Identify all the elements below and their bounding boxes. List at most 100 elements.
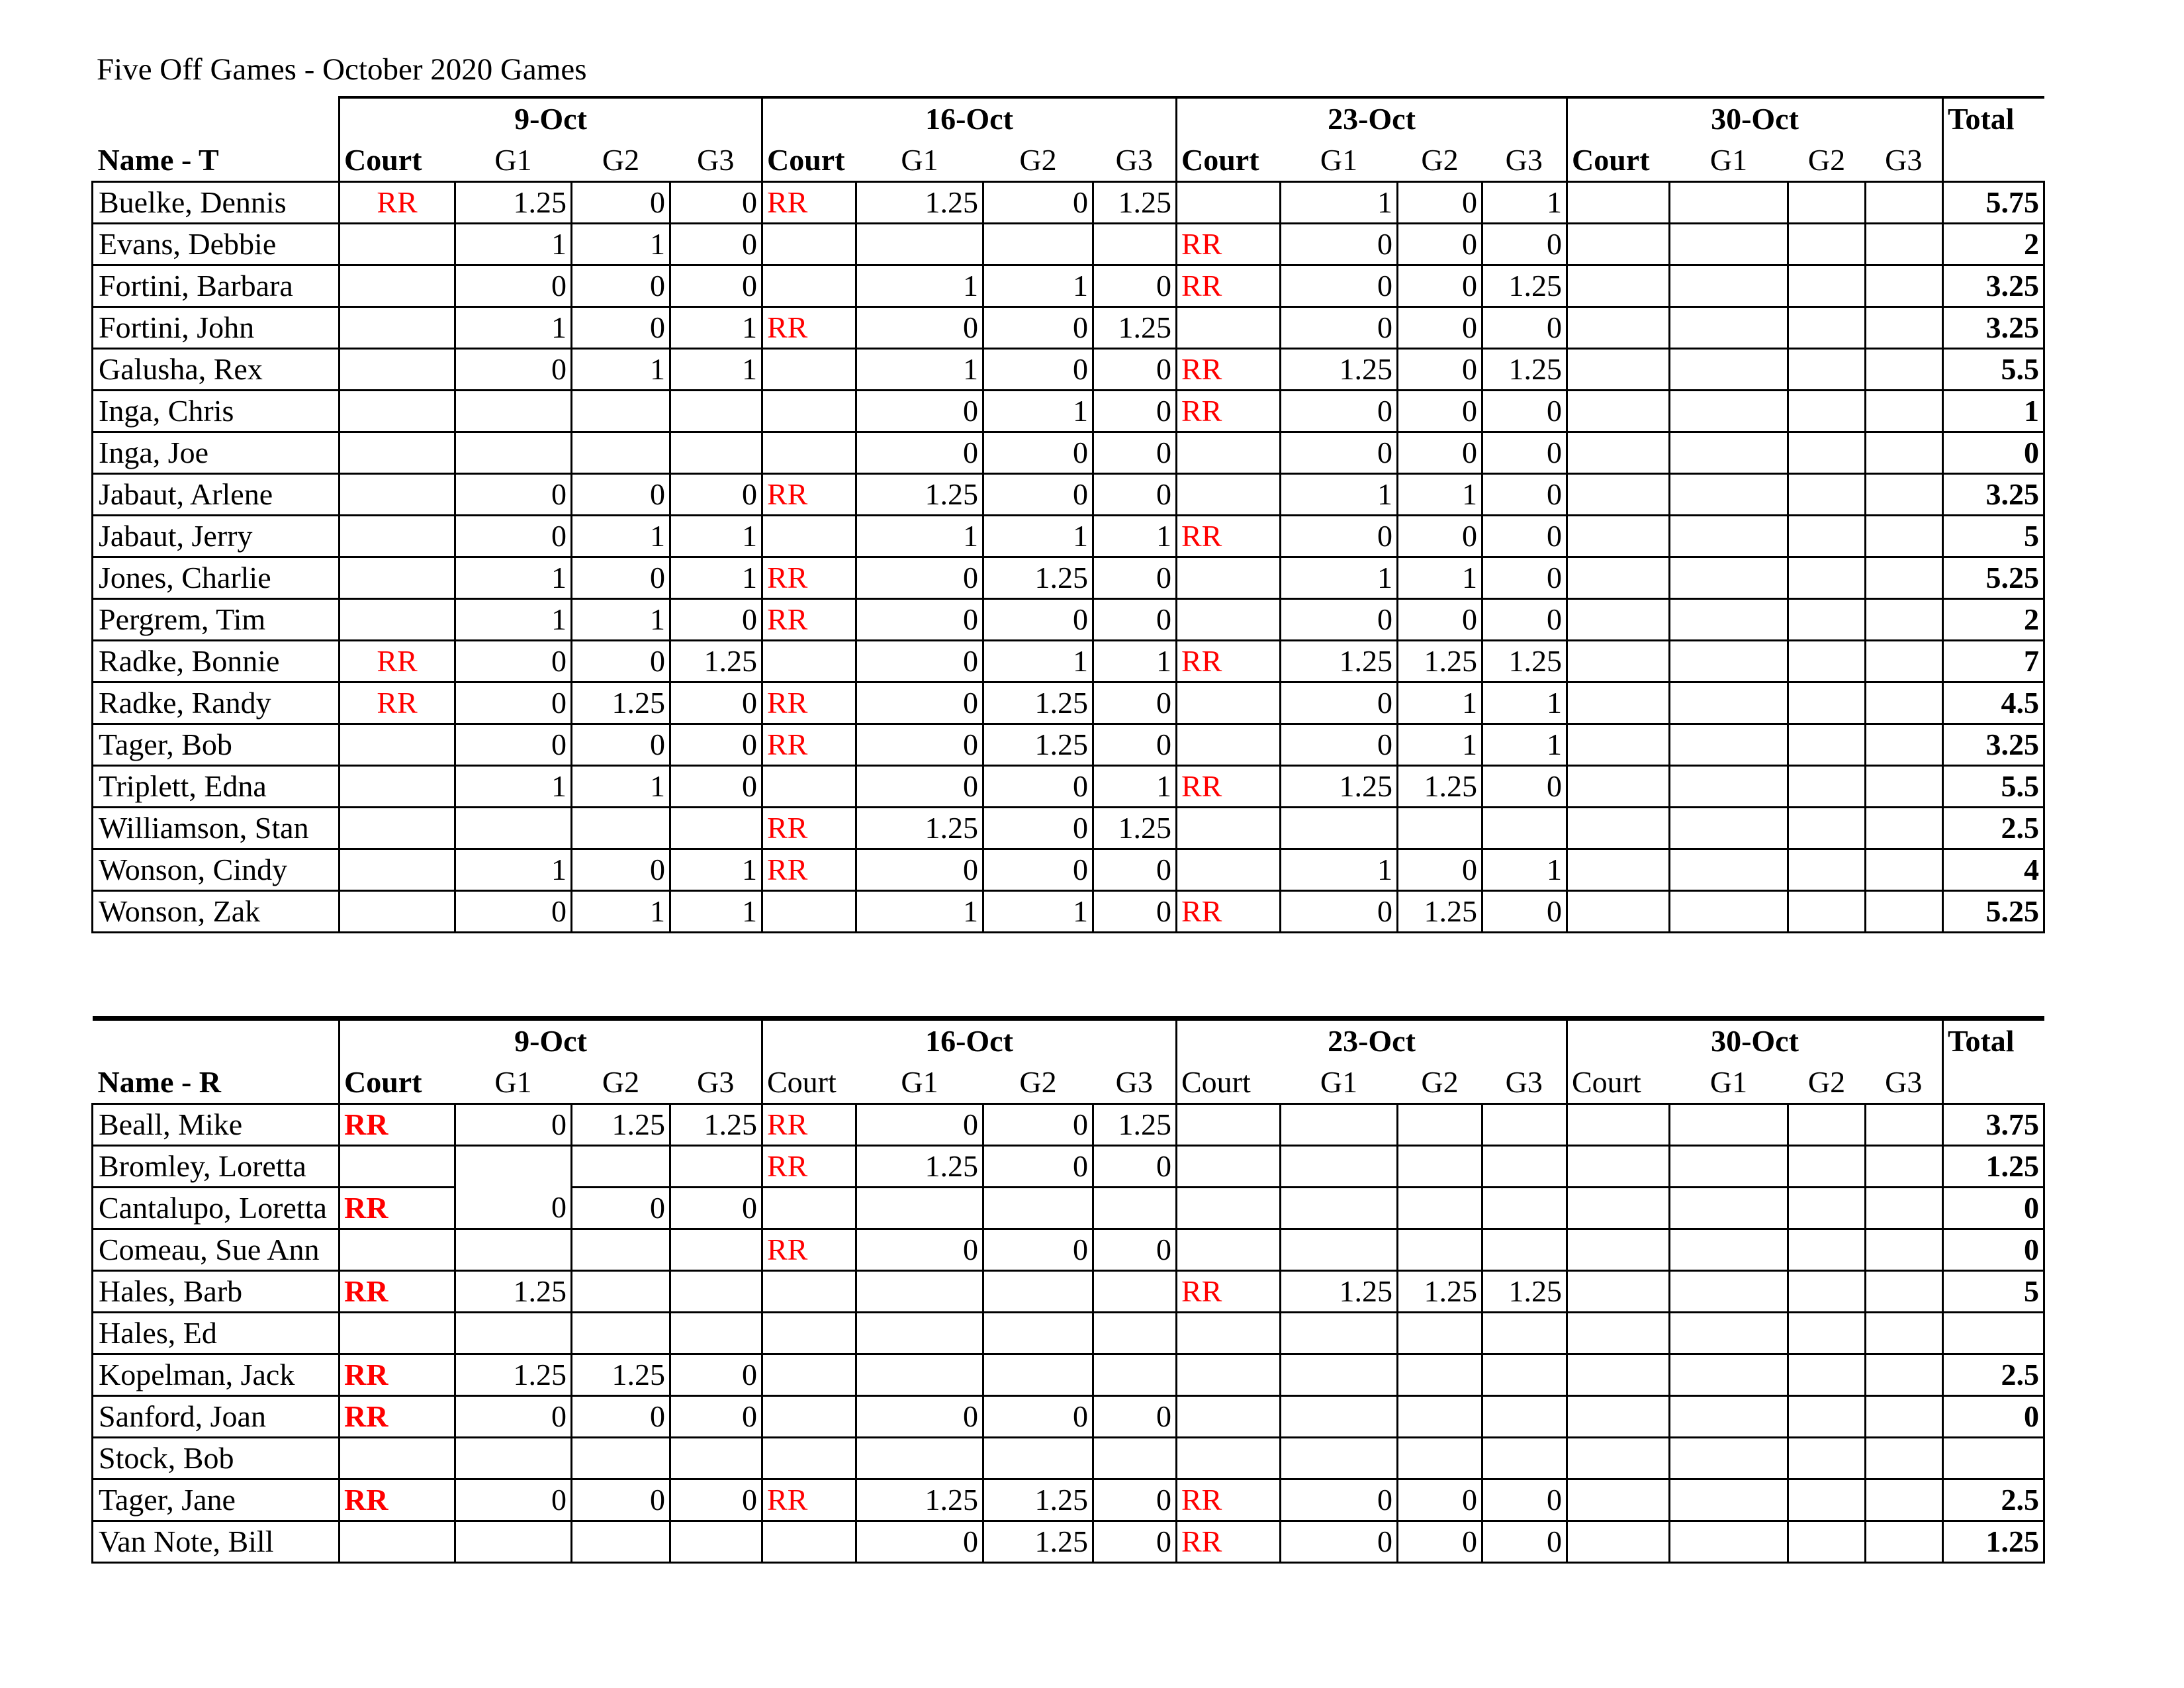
court-cell (1175, 181, 1281, 224)
total-cell: 5.25 (1942, 556, 2045, 600)
court-cell: RR (338, 1270, 456, 1313)
score-g1 (1668, 598, 1789, 641)
table-row: Hales, Barb RR 1.25 RR 1.25 1.25 1.25 5 (91, 1270, 2045, 1313)
score-g1 (1279, 1186, 1398, 1230)
score-g3 (1864, 765, 1944, 808)
score-g1 (1279, 1103, 1398, 1147)
score-g3 (1864, 389, 1944, 433)
score-g3 (1864, 1186, 1944, 1230)
score-g1: 0 (1279, 222, 1398, 266)
g2-header: G2 (1421, 143, 1459, 177)
score-g1 (1668, 473, 1789, 516)
sheet-title: Five Off Games - October 2020 Games (97, 52, 587, 87)
court-cell (338, 598, 456, 641)
total-cell: 7 (1942, 639, 2045, 683)
column-header-row: Name - R Court G1 G2 G3 Court G1 G2 G3 Court G1 G2 G… (93, 1062, 2044, 1104)
court-cell: RR (761, 806, 857, 850)
court-cell (1566, 1103, 1670, 1147)
score-g3 (1481, 806, 1568, 850)
score-g2 (1787, 1186, 1866, 1230)
table-row: Cantalupo, Loretta RR 0 0 0 0 (91, 1186, 2045, 1230)
score-g3 (1864, 723, 1944, 767)
score-g2 (1787, 765, 1866, 808)
score-g3: 1 (1481, 181, 1568, 224)
score-g1 (454, 1228, 572, 1272)
score-g1: 0 (1279, 264, 1398, 308)
court-cell (1175, 473, 1281, 516)
score-g3 (669, 1145, 763, 1188)
score-g3: 0 (1092, 1395, 1177, 1438)
total-cell: 3.25 (1942, 306, 2045, 350)
score-g1: 1 (855, 348, 984, 391)
player-name: Triplett, Edna (91, 765, 340, 808)
date-header-row: 9-Oct 16-Oct 23-Oct 30-Oct Total (93, 1018, 2044, 1062)
score-g2 (570, 1311, 671, 1355)
court-cell: RR (1175, 222, 1281, 266)
score-g2: 1 (1396, 723, 1483, 767)
score-g2: 0 (982, 1145, 1094, 1188)
court-cell (338, 890, 456, 933)
total-cell: 3.25 (1942, 264, 2045, 308)
score-g3: 0 (1092, 348, 1177, 391)
score-g2 (1787, 890, 1866, 933)
score-g3: 0 (1481, 556, 1568, 600)
score-g2 (1787, 222, 1866, 266)
score-g2: 1 (1396, 556, 1483, 600)
score-g2 (1787, 1270, 1866, 1313)
court-cell (1566, 181, 1670, 224)
total-header-spacer (1942, 140, 2044, 182)
court-cell (338, 389, 456, 433)
court-cell (1175, 723, 1281, 767)
score-g2 (1787, 1311, 1866, 1355)
g3-header: G3 (1505, 143, 1543, 177)
score-g2 (982, 1436, 1094, 1480)
score-g2: 0 (570, 848, 671, 892)
score-g1 (1668, 1478, 1789, 1522)
court-cell: RR (1175, 514, 1281, 558)
score-g1: 0 (1279, 431, 1398, 475)
score-g2: 1.25 (1396, 1270, 1483, 1313)
player-name: Buelke, Dennis (91, 181, 340, 224)
score-g1 (1279, 1436, 1398, 1480)
court-cell: RR (1175, 639, 1281, 683)
score-g1 (1279, 1228, 1398, 1272)
score-g2: 1.25 (982, 681, 1094, 725)
court-cell (1566, 1228, 1670, 1272)
court-cell (761, 1520, 857, 1564)
date-header: 9-Oct (338, 1018, 763, 1062)
court-cell (1175, 431, 1281, 475)
score-g2 (1787, 1228, 1866, 1272)
score-g3 (1864, 306, 1944, 350)
score-g1: 0 (454, 681, 572, 725)
score-g2: 0 (570, 264, 671, 308)
score-g1: 0 (855, 306, 984, 350)
player-name: Kopelman, Jack (91, 1353, 340, 1397)
court-cell (1566, 1395, 1670, 1438)
court-cell (1566, 681, 1670, 725)
court-cell: RR (1175, 765, 1281, 808)
score-g2: 0 (982, 806, 1094, 850)
score-g3: 0 (1481, 389, 1568, 433)
total-cell: 5 (1942, 514, 2045, 558)
player-name: Wonson, Cindy (91, 848, 340, 892)
score-g3: 0 (1092, 848, 1177, 892)
score-g3: 0 (1481, 765, 1568, 808)
score-g3 (669, 1520, 763, 1564)
score-g2: 0 (1396, 848, 1483, 892)
name-header: Name - R (97, 1065, 222, 1099)
g2-header: G2 (1807, 1065, 1846, 1099)
score-g3: 0 (1092, 389, 1177, 433)
court-cell: RR (761, 681, 857, 725)
score-g2 (1787, 348, 1866, 391)
total-cell: 0 (1942, 431, 2045, 475)
g1-header: G1 (494, 1065, 532, 1099)
score-g2: 1 (982, 639, 1094, 683)
score-g2: 0 (982, 765, 1094, 808)
score-g2: 1 (570, 514, 671, 558)
score-g2: 1.25 (1396, 639, 1483, 683)
score-g1 (1668, 1270, 1789, 1313)
score-g3 (1864, 1311, 1944, 1355)
score-g1 (1668, 181, 1789, 224)
score-g1 (1279, 1145, 1398, 1188)
total-cell: 0 (1942, 1395, 2045, 1438)
